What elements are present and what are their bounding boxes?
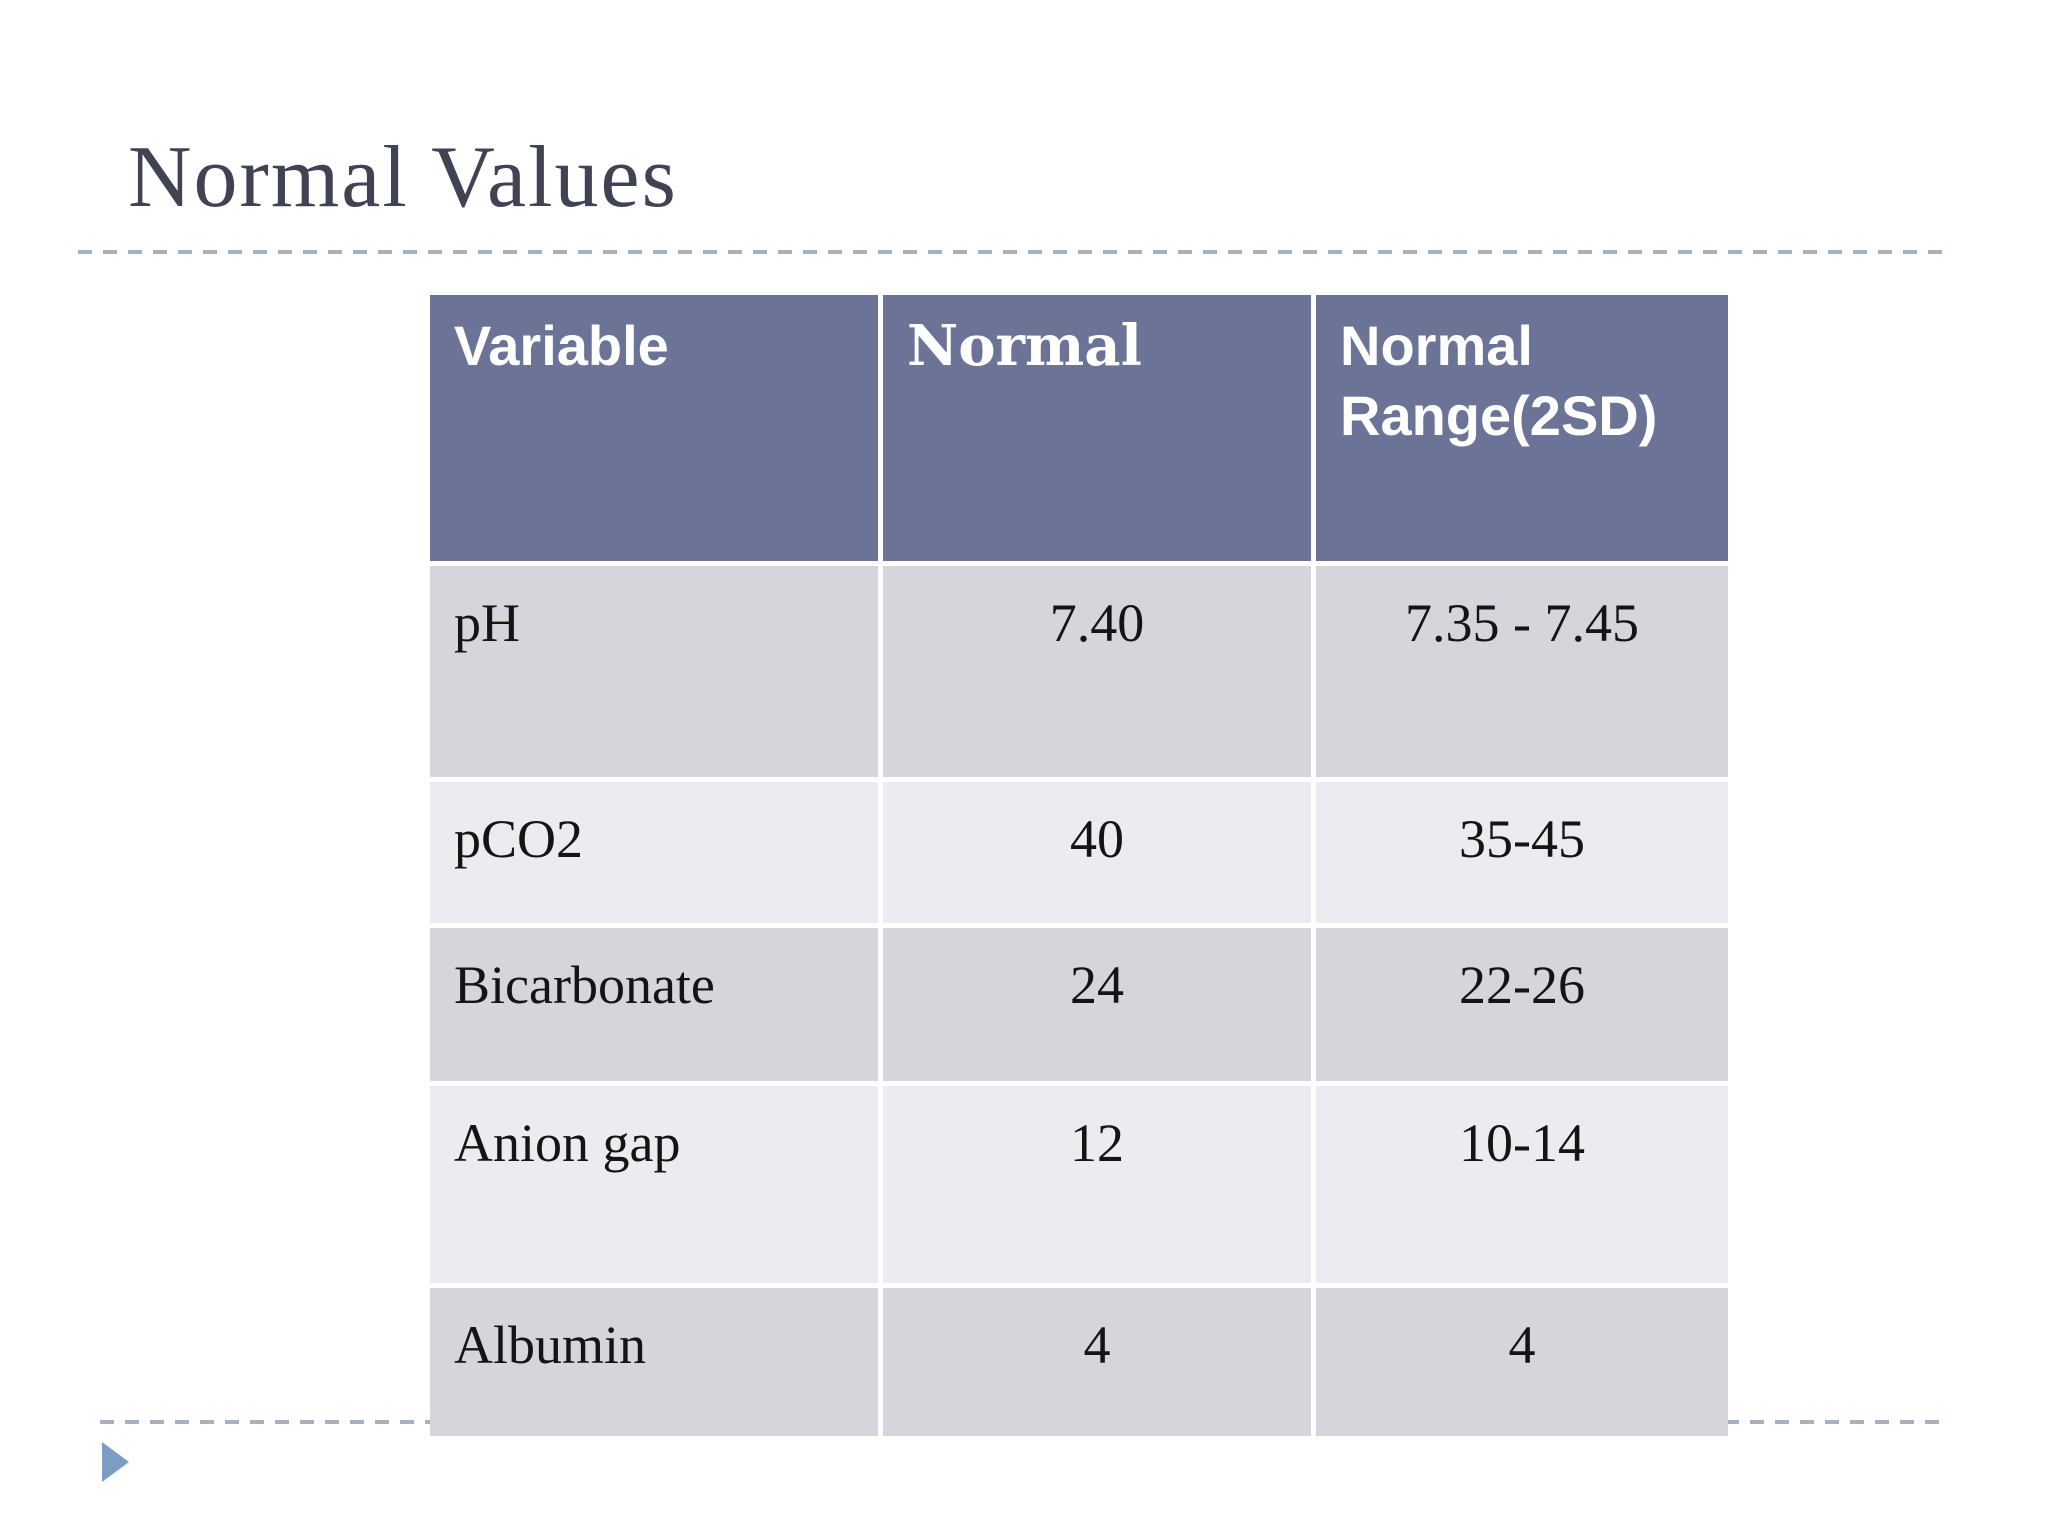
table-cell-variable: pCO2 [430, 782, 878, 923]
table-cell-variable: Bicarbonate [430, 928, 878, 1081]
table-cell-normal: 12 [883, 1086, 1311, 1283]
table-cell-normal-range: 7.35 - 7.45 [1316, 566, 1728, 777]
table-cell-normal-range: 35-45 [1316, 782, 1728, 923]
table-cell-variable: pH [430, 566, 878, 777]
bullet-arrow-icon [102, 1442, 129, 1482]
table-cell-normal: 24 [883, 928, 1311, 1081]
page-title: Normal Values [128, 129, 678, 226]
table-cell-normal-range: 22-26 [1316, 928, 1728, 1081]
table-cell-normal-range: 10-14 [1316, 1086, 1728, 1283]
title-divider-dashed-line [78, 250, 1948, 254]
column-header-normal-range: Normal Range(2SD) [1316, 295, 1728, 561]
column-header-normal: Normal [883, 295, 1311, 561]
table-cell-normal-range: 4 [1316, 1288, 1728, 1436]
table-cell-normal: 40 [883, 782, 1311, 923]
table-cell-normal: 7.40 [883, 566, 1311, 777]
column-header-variable: Variable [430, 295, 878, 561]
table-cell-variable: Anion gap [430, 1086, 878, 1283]
table-cell-variable: Albumin [430, 1288, 878, 1436]
normal-values-table: Variable Normal Normal Range(2SD) pH 7.4… [430, 295, 1728, 1436]
table-cell-normal: 4 [883, 1288, 1311, 1436]
